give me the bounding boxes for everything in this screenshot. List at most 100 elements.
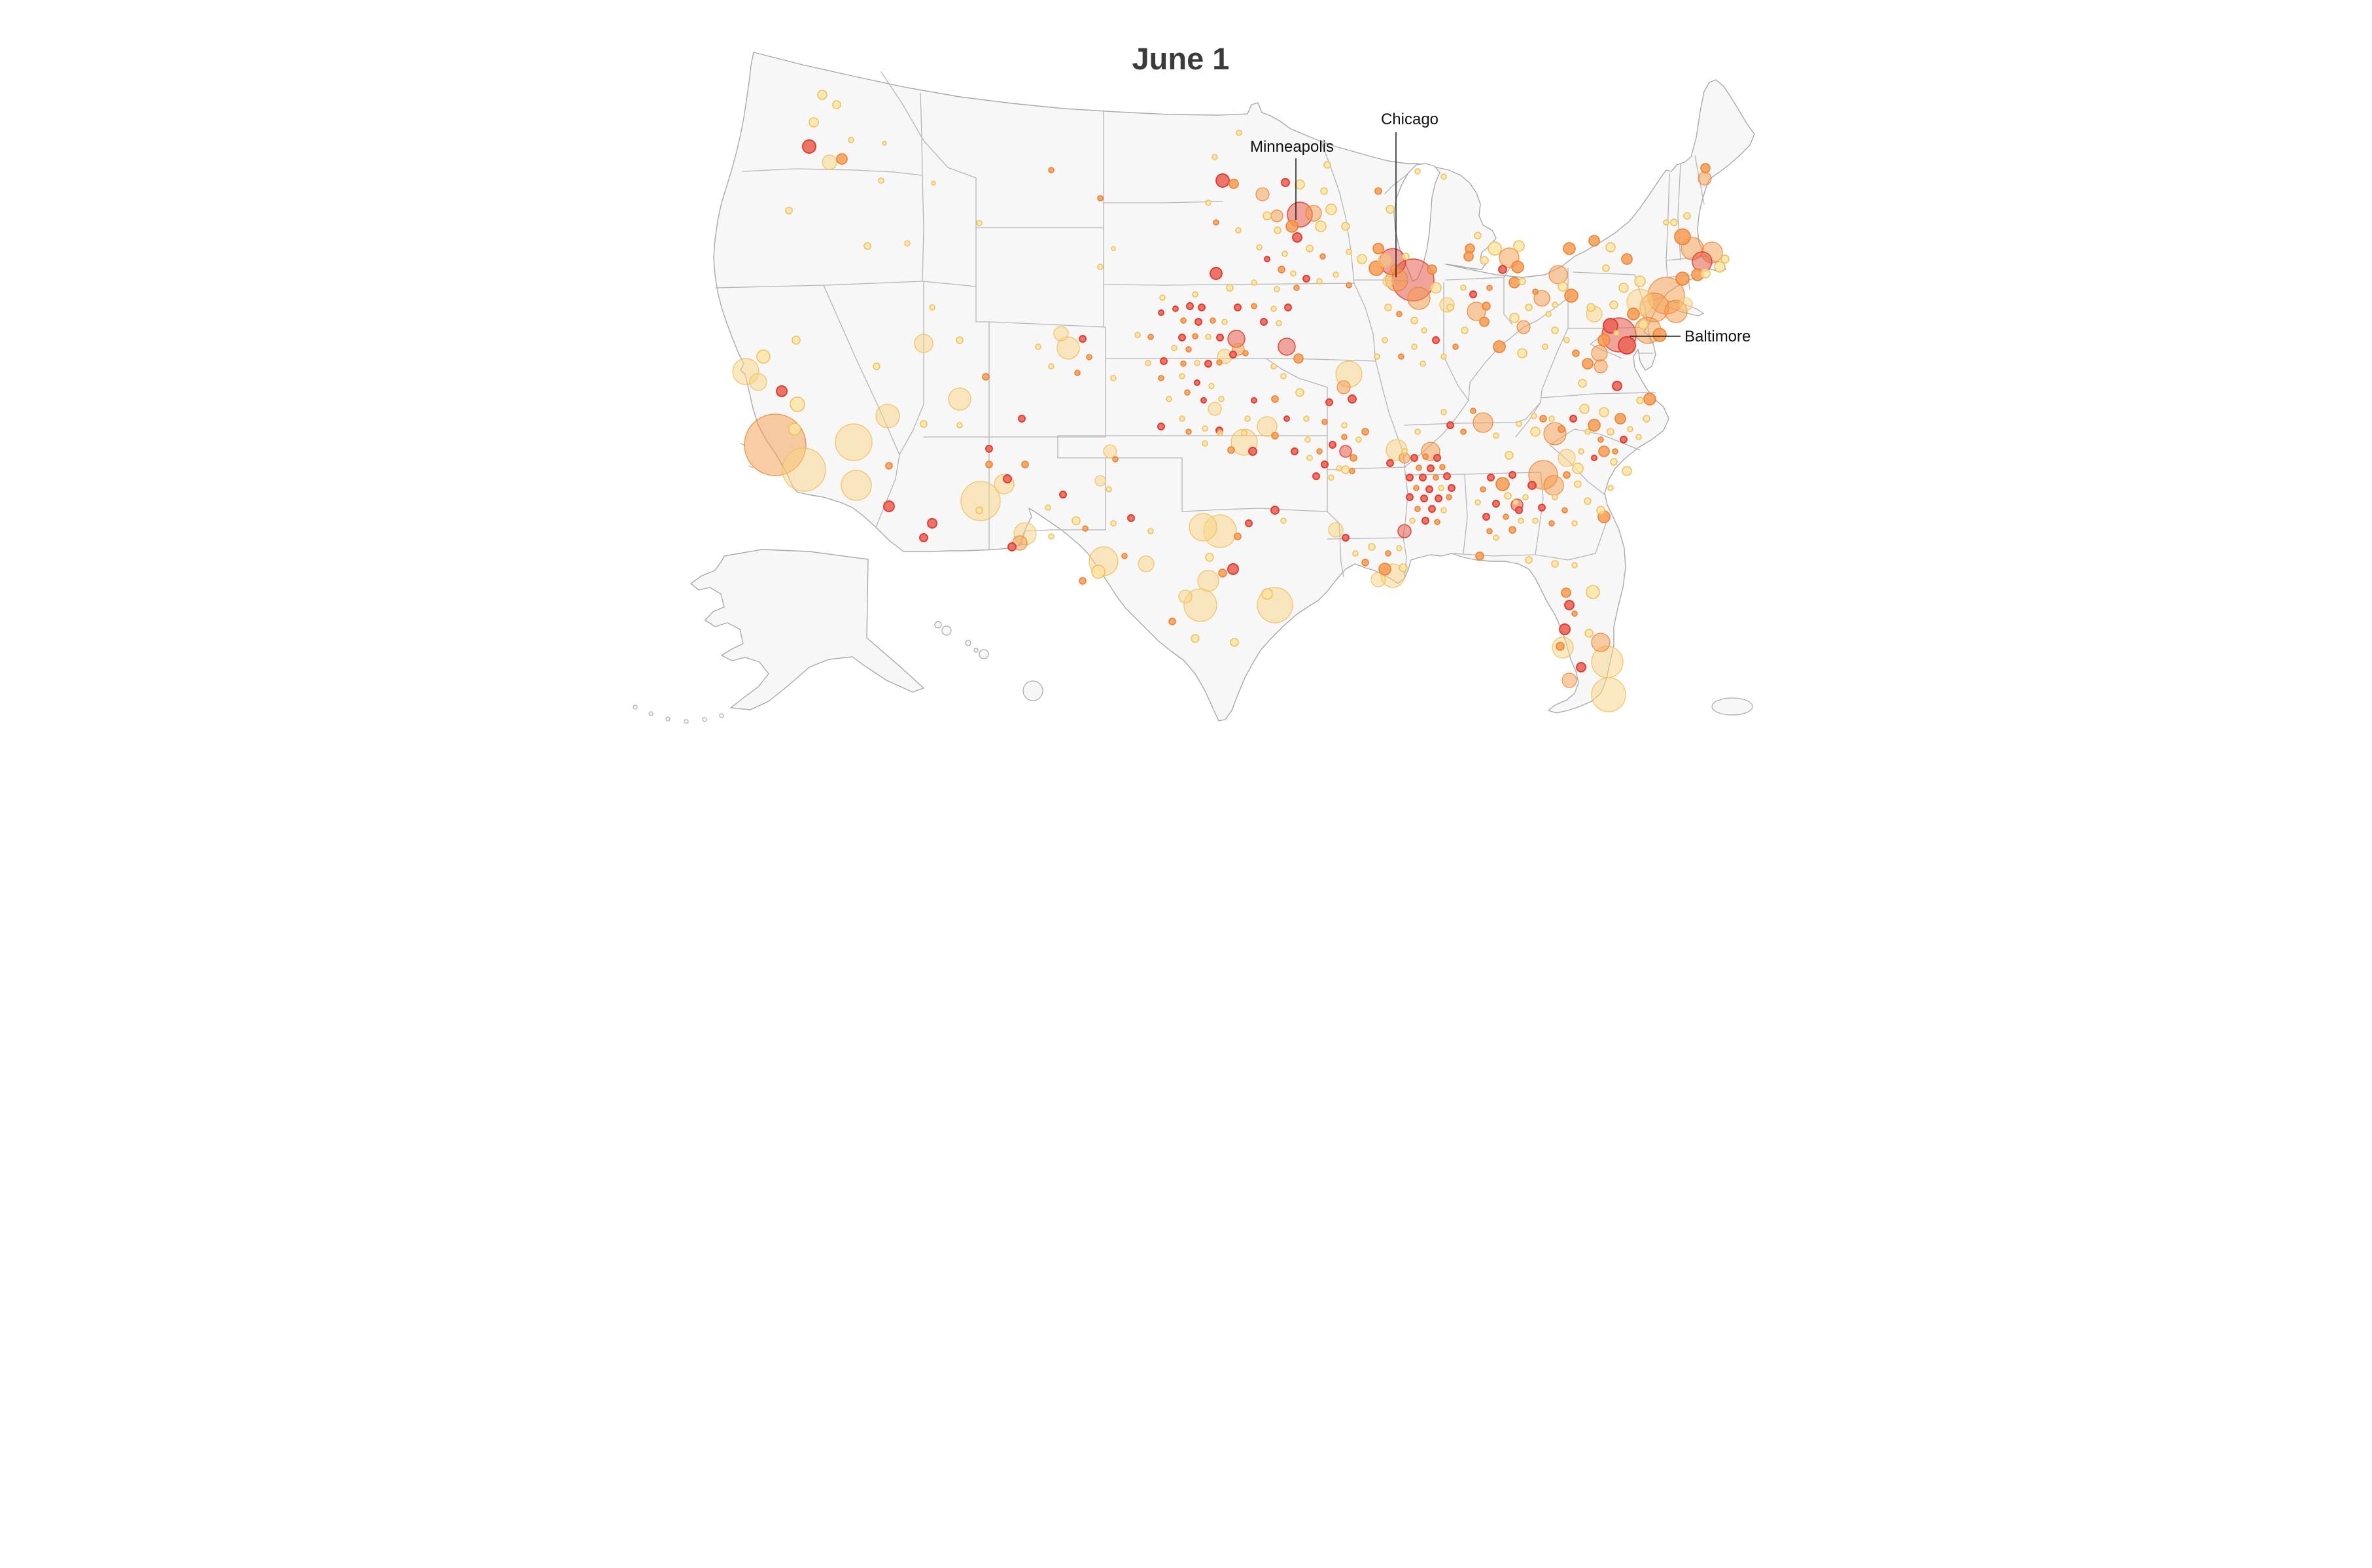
bubble — [1429, 282, 1442, 294]
bubble — [834, 423, 873, 461]
bubble — [872, 362, 881, 370]
bubble — [847, 137, 854, 143]
bubble — [1356, 254, 1367, 264]
bubble — [1713, 261, 1726, 273]
bubble — [1420, 327, 1427, 334]
bubble — [1613, 330, 1620, 336]
bubble — [1550, 326, 1559, 334]
bubble — [1256, 416, 1278, 437]
bubble — [1408, 517, 1416, 524]
bubble — [1305, 245, 1314, 253]
bubble — [1302, 415, 1310, 422]
bubble — [1619, 436, 1628, 444]
bubble — [801, 139, 816, 154]
bubble — [1294, 179, 1305, 190]
bubble — [1437, 485, 1444, 491]
alaska — [689, 549, 924, 710]
bubble — [1209, 267, 1223, 280]
bubble — [1515, 421, 1522, 427]
bubble — [1486, 528, 1493, 534]
bubble — [1240, 430, 1247, 436]
bubble — [1635, 434, 1642, 440]
bubble — [1434, 495, 1442, 502]
bubble — [1669, 218, 1678, 226]
bubble — [928, 304, 935, 311]
bubble — [1188, 513, 1217, 542]
bubble — [1190, 634, 1200, 643]
bubble — [1611, 381, 1622, 391]
bubble — [1336, 380, 1351, 394]
bubble — [1469, 290, 1477, 298]
bubble — [1548, 415, 1555, 422]
bubble — [1642, 415, 1650, 423]
bubble — [1340, 222, 1350, 231]
bubble — [1056, 336, 1080, 360]
bubble — [1255, 244, 1263, 251]
bubble — [960, 481, 1001, 521]
bubble — [1212, 219, 1219, 226]
bubble — [1410, 343, 1418, 350]
bubble — [1314, 220, 1327, 232]
bubble — [1530, 413, 1537, 419]
bubble — [1053, 326, 1069, 341]
bubble — [1250, 303, 1257, 309]
bubble — [1514, 506, 1523, 514]
bubble — [1147, 334, 1154, 340]
bubble — [882, 500, 895, 512]
bubble — [1479, 486, 1486, 493]
bubble — [1259, 318, 1268, 326]
bubble — [1338, 445, 1352, 458]
bubble — [1516, 320, 1531, 334]
bubble — [1597, 436, 1604, 443]
bubble — [1263, 256, 1270, 262]
bubble — [1492, 534, 1499, 541]
bubble — [1611, 448, 1618, 455]
bubble — [1598, 407, 1609, 417]
bubble — [1473, 232, 1482, 239]
bubble — [877, 177, 884, 184]
bubble — [1320, 461, 1329, 468]
bubble — [1168, 618, 1176, 625]
bubble — [1321, 419, 1328, 425]
bubble — [1204, 553, 1214, 562]
bubble — [884, 462, 893, 470]
bubble — [1410, 317, 1418, 324]
bubble — [1421, 453, 1429, 460]
bubble — [903, 240, 911, 247]
bubble — [1524, 304, 1533, 311]
bubble — [1415, 464, 1422, 471]
bubble — [1512, 499, 1519, 506]
page-title: June 1 — [1132, 41, 1229, 76]
bubble — [1395, 311, 1403, 317]
bubble — [835, 153, 848, 165]
bubble — [1439, 464, 1446, 470]
bubble — [1509, 313, 1520, 323]
bubble — [1590, 455, 1597, 461]
bubble — [1255, 187, 1270, 201]
bubble — [1590, 633, 1611, 652]
bubble — [1618, 283, 1629, 293]
bubble — [1285, 220, 1299, 233]
bubble — [1323, 161, 1331, 169]
bubble — [1720, 254, 1730, 264]
bubble — [1571, 349, 1580, 357]
bubble — [1691, 251, 1713, 272]
bubble — [1134, 332, 1141, 338]
bubble — [1643, 392, 1656, 406]
bubble — [1479, 256, 1489, 265]
bubble — [1385, 205, 1395, 214]
bubble — [1502, 514, 1509, 520]
bubble — [981, 373, 990, 381]
bubble — [1280, 373, 1287, 379]
bubble — [1563, 337, 1570, 343]
bubble — [1563, 288, 1578, 303]
bubble — [1527, 481, 1537, 490]
bubble — [1482, 513, 1490, 521]
bubble — [1325, 398, 1333, 406]
bubble — [1562, 471, 1571, 479]
bubble — [1440, 409, 1447, 415]
bubble — [1096, 195, 1104, 201]
bubble — [1177, 334, 1186, 341]
bubble — [1621, 466, 1632, 476]
bubble — [1440, 173, 1447, 180]
